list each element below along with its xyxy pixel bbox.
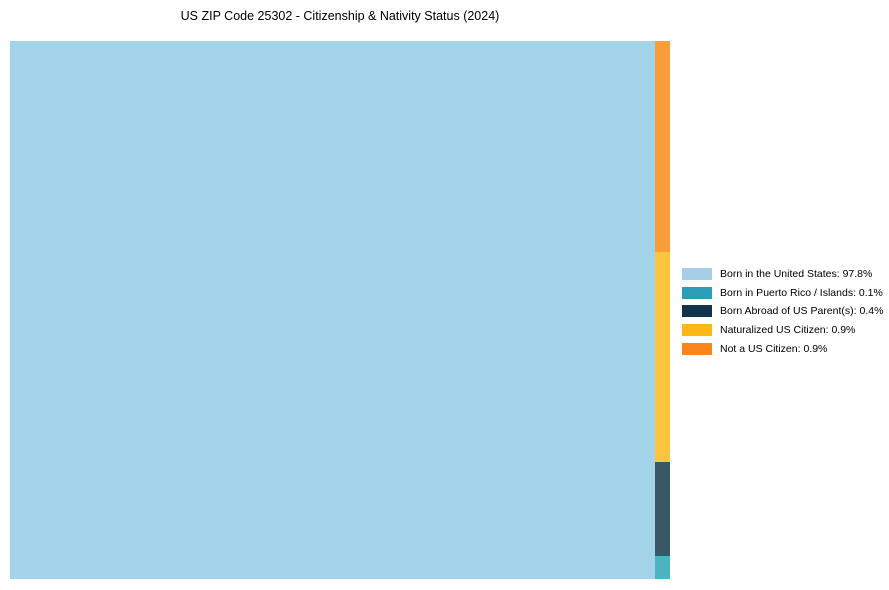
treemap-plot <box>10 41 670 579</box>
legend-label: Naturalized US Citizen: 0.9% <box>720 324 856 337</box>
treemap-minor-column <box>654 41 670 579</box>
legend-row-naturalized-us-citizen: Naturalized US Citizen: 0.9% <box>682 321 883 340</box>
legend-row-born-abroad-of-us-parent-s: Born Abroad of US Parent(s): 0.4% <box>682 302 883 321</box>
legend-label: Born in the United States: 97.8% <box>720 268 873 281</box>
legend-row-not-a-us-citizen: Not a US Citizen: 0.9% <box>682 339 883 358</box>
treemap-segment-naturalized-us-citizen <box>654 251 670 463</box>
treemap-segment-born-in-puerto-rico-islands <box>654 555 670 579</box>
legend-swatch-icon <box>682 268 712 281</box>
legend-swatch-icon <box>682 286 712 299</box>
chart-title: US ZIP Code 25302 - Citizenship & Nativi… <box>180 9 500 23</box>
treemap-segment-born-in-the-united-states <box>10 41 655 579</box>
legend-label: Born in Puerto Rico / Islands: 0.1% <box>720 286 883 299</box>
legend-row-born-in-the-united-states: Born in the United States: 97.8% <box>682 265 883 284</box>
treemap-segment-born-abroad-of-us-parent-s <box>654 462 670 556</box>
treemap-segment-not-a-us-citizen <box>654 41 670 252</box>
legend-label: Born Abroad of US Parent(s): 0.4% <box>720 305 884 318</box>
legend: Born in the United States: 97.8% Born in … <box>682 265 883 358</box>
legend-row-born-in-puerto-rico-islands: Born in Puerto Rico / Islands: 0.1% <box>682 284 883 303</box>
legend-swatch-icon <box>682 305 712 318</box>
legend-swatch-icon <box>682 324 712 337</box>
legend-swatch-icon <box>682 342 712 355</box>
legend-label: Not a US Citizen: 0.9% <box>720 342 828 355</box>
